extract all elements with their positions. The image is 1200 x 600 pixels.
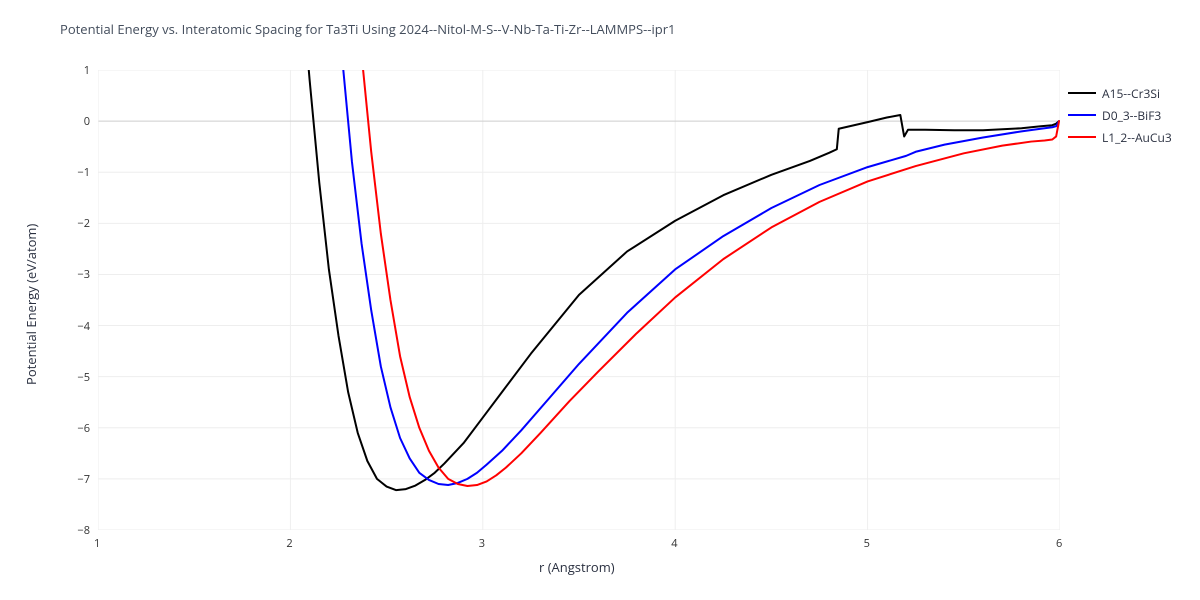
series-L1_2--AuCu3[interactable] bbox=[342, 70, 1059, 486]
y-tick: −4 bbox=[77, 319, 90, 334]
x-tick: 6 bbox=[1056, 536, 1062, 551]
legend[interactable]: A15--Cr3Si D0_3--BiF3 L1_2--AuCu3 bbox=[1068, 83, 1172, 149]
y-axis-label: Potential Energy (eV/atom) bbox=[22, 224, 40, 385]
x-tick: 1 bbox=[94, 536, 100, 551]
legend-item[interactable]: A15--Cr3Si bbox=[1068, 83, 1172, 103]
y-tick: −6 bbox=[77, 421, 90, 436]
legend-label: D0_3--BiF3 bbox=[1102, 107, 1161, 124]
x-axis-label: r (Angstrom) bbox=[539, 558, 615, 576]
legend-swatch bbox=[1068, 136, 1096, 138]
y-tick: −3 bbox=[77, 267, 90, 282]
chart-container: Potential Energy vs. Interatomic Spacing… bbox=[0, 0, 1200, 600]
x-tick: 4 bbox=[671, 536, 677, 551]
y-tick: −1 bbox=[77, 165, 90, 180]
legend-swatch bbox=[1068, 114, 1096, 116]
legend-item[interactable]: D0_3--BiF3 bbox=[1068, 105, 1172, 125]
y-tick: −7 bbox=[77, 472, 90, 487]
legend-swatch bbox=[1068, 92, 1096, 94]
y-tick: 0 bbox=[84, 114, 90, 129]
x-tick: 2 bbox=[286, 536, 292, 551]
x-tick: 3 bbox=[479, 536, 485, 551]
legend-label: L1_2--AuCu3 bbox=[1102, 129, 1172, 146]
chart-title: Potential Energy vs. Interatomic Spacing… bbox=[60, 20, 675, 38]
legend-item[interactable]: L1_2--AuCu3 bbox=[1068, 127, 1172, 147]
y-tick: −5 bbox=[77, 370, 90, 385]
y-tick: −8 bbox=[77, 523, 90, 538]
series-D0_3--BiF3[interactable] bbox=[323, 70, 1059, 485]
y-tick: 1 bbox=[84, 63, 90, 78]
legend-label: A15--Cr3Si bbox=[1102, 85, 1160, 102]
x-tick: 5 bbox=[864, 536, 870, 551]
y-tick: −2 bbox=[77, 216, 90, 231]
plot-area[interactable] bbox=[98, 70, 1060, 530]
